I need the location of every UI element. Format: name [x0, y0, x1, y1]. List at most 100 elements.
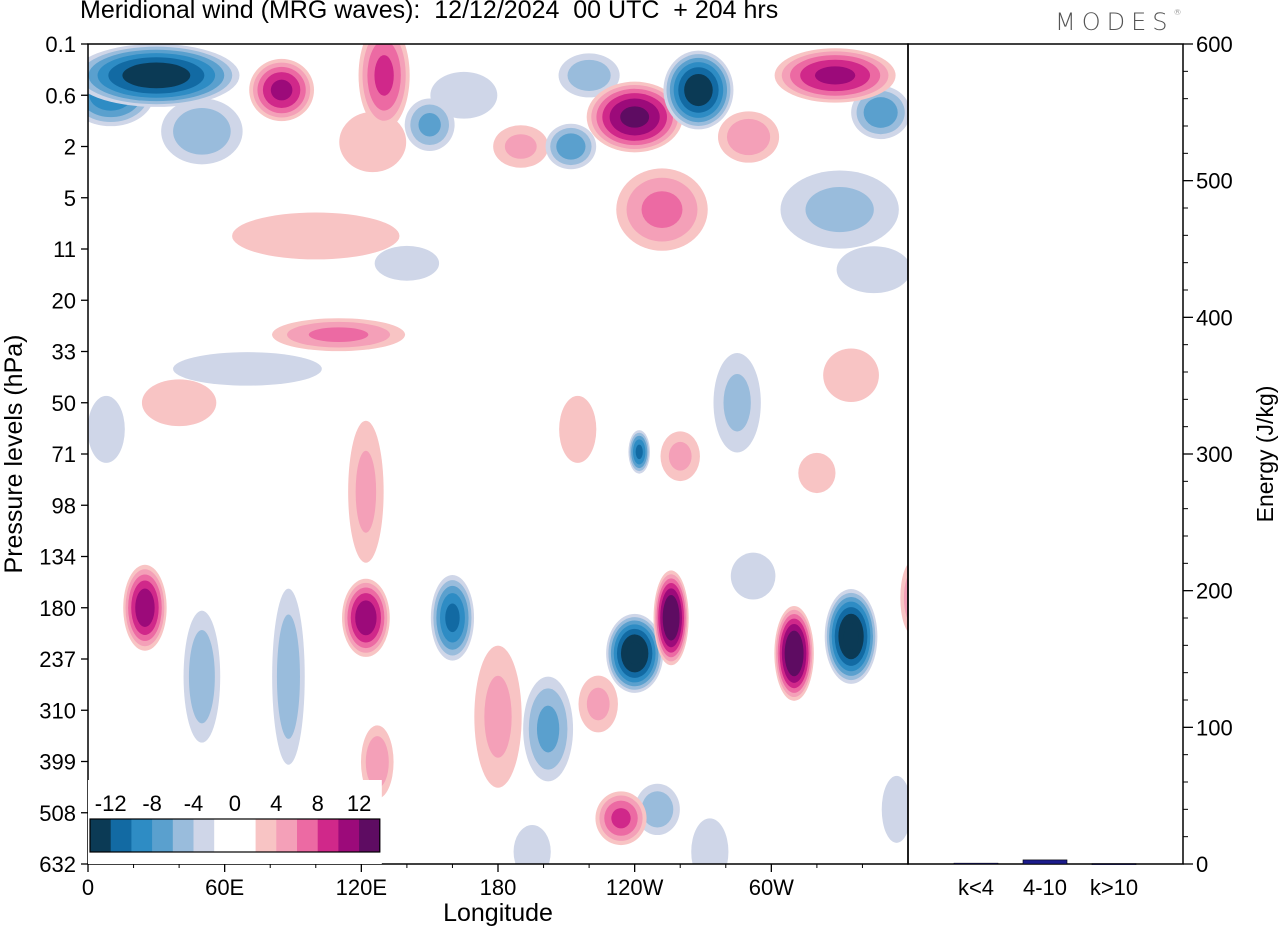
contour-band [173, 107, 231, 155]
colorbar-label: 4 [270, 791, 282, 816]
colorbar-swatch [317, 819, 339, 852]
wind-anomaly-48 [606, 613, 664, 693]
contour-band [365, 736, 389, 788]
colorbar-swatch [214, 819, 236, 852]
contour-band [836, 246, 908, 294]
x-tick-label: 120E [336, 875, 387, 900]
contour-band [903, 575, 908, 620]
x-tick-label: 60E [205, 875, 244, 900]
energy-category-label: k<4 [958, 875, 994, 900]
x-axis-label: Longitude [443, 899, 553, 927]
colorbar-swatch [297, 819, 319, 852]
energy-bars: k<4 4-10 k>10 [953, 859, 1138, 900]
contour-band [188, 630, 215, 724]
contour-band [881, 775, 908, 843]
wind-anomaly-20 [474, 645, 522, 788]
colorbar-swatch [193, 819, 215, 852]
energy-bar [1022, 859, 1068, 865]
wind-field [88, 44, 908, 864]
colorbar-swatch [359, 819, 381, 852]
contour-band [445, 603, 460, 633]
contour-band [484, 675, 512, 758]
colorbar-swatch [276, 819, 298, 852]
wind-anomaly-7 [88, 395, 125, 463]
energy-bar [1091, 863, 1137, 865]
wind-anomaly-50 [774, 606, 814, 701]
contour-band [635, 444, 643, 460]
contour-band [723, 374, 751, 432]
contour-band [620, 106, 650, 128]
contour-band [135, 588, 155, 627]
colorbar-label: -12 [95, 791, 127, 816]
colorbar: -12 -8 -4 0 4 8 12 [88, 780, 382, 864]
contour-band [691, 818, 729, 864]
y-tick-label: 0.6 [45, 83, 76, 108]
contour-band [863, 97, 898, 128]
wind-anomaly-21 [578, 675, 618, 733]
y-tick-label: 98 [52, 493, 76, 518]
contour-band [374, 55, 394, 96]
contour-band [666, 604, 676, 631]
colorbar-swatch [338, 819, 360, 852]
contour-band [308, 327, 369, 343]
wind-anomaly-14 [513, 825, 551, 864]
energy-tick-label: 300 [1196, 442, 1233, 467]
wind-anomaly-3 [232, 212, 400, 260]
contour-band [374, 245, 440, 281]
contour-band [823, 348, 879, 403]
energy-tick-label: 400 [1196, 305, 1233, 330]
contour-band [805, 187, 874, 233]
contour-band [730, 552, 776, 600]
contour-band [668, 441, 692, 471]
contour-band [611, 808, 631, 829]
energy-category-label: 4-10 [1023, 875, 1067, 900]
wind-anomaly-51 [824, 589, 878, 684]
colorbar-swatch [172, 819, 194, 852]
energy-tick-label: 0 [1196, 852, 1208, 877]
contour-band [536, 705, 560, 753]
contour-band [88, 395, 125, 463]
contour-band [418, 113, 441, 137]
wind-anomaly-40 [774, 48, 896, 103]
wind-anomaly-19 [348, 420, 384, 563]
y-tick-label: 632 [39, 852, 76, 877]
y-tick-label: 237 [39, 647, 76, 672]
wind-anomaly-17 [713, 353, 761, 453]
contour-band [626, 642, 643, 665]
wind-anomaly-35 [545, 123, 597, 170]
contour-band [567, 59, 611, 91]
contour-band [276, 614, 300, 739]
contour-band [122, 62, 191, 89]
wind-anomaly-22 [558, 53, 620, 98]
y-tick-label: 11 [53, 237, 76, 262]
contour-band [788, 640, 800, 667]
contour-band [726, 118, 771, 156]
wind-anomaly-45 [586, 81, 683, 153]
wind-anomaly-23 [161, 98, 243, 165]
wind-anomaly-13 [881, 775, 908, 843]
wind-anomaly-33 [523, 676, 574, 782]
colorbar-swatch [234, 819, 256, 852]
contour-band [798, 452, 836, 494]
energy-axis-label: Energy (J/kg) [1252, 386, 1278, 523]
x-tick-label: 120W [606, 875, 664, 900]
contour-band [504, 134, 537, 159]
wind-anomaly-6 [141, 379, 217, 427]
contour-band [270, 79, 293, 101]
wind-anomaly-37 [595, 791, 647, 846]
wind-anomaly-49 [653, 570, 689, 666]
y-tick-label: 0.1 [45, 32, 76, 57]
energy-axis: 0 100 200 300 400 500 600 [1183, 32, 1233, 877]
contour-band [173, 352, 322, 386]
y-tick-label: 5 [64, 186, 76, 211]
contour-band [355, 600, 377, 636]
wind-anomaly-5 [173, 352, 322, 386]
contour-band [355, 450, 377, 533]
energy-bar [953, 862, 999, 865]
colorbar-swatch [255, 819, 277, 852]
wind-anomaly-4 [836, 246, 908, 294]
colorbar-label: -4 [184, 791, 204, 816]
wind-anomaly-8 [823, 348, 879, 403]
